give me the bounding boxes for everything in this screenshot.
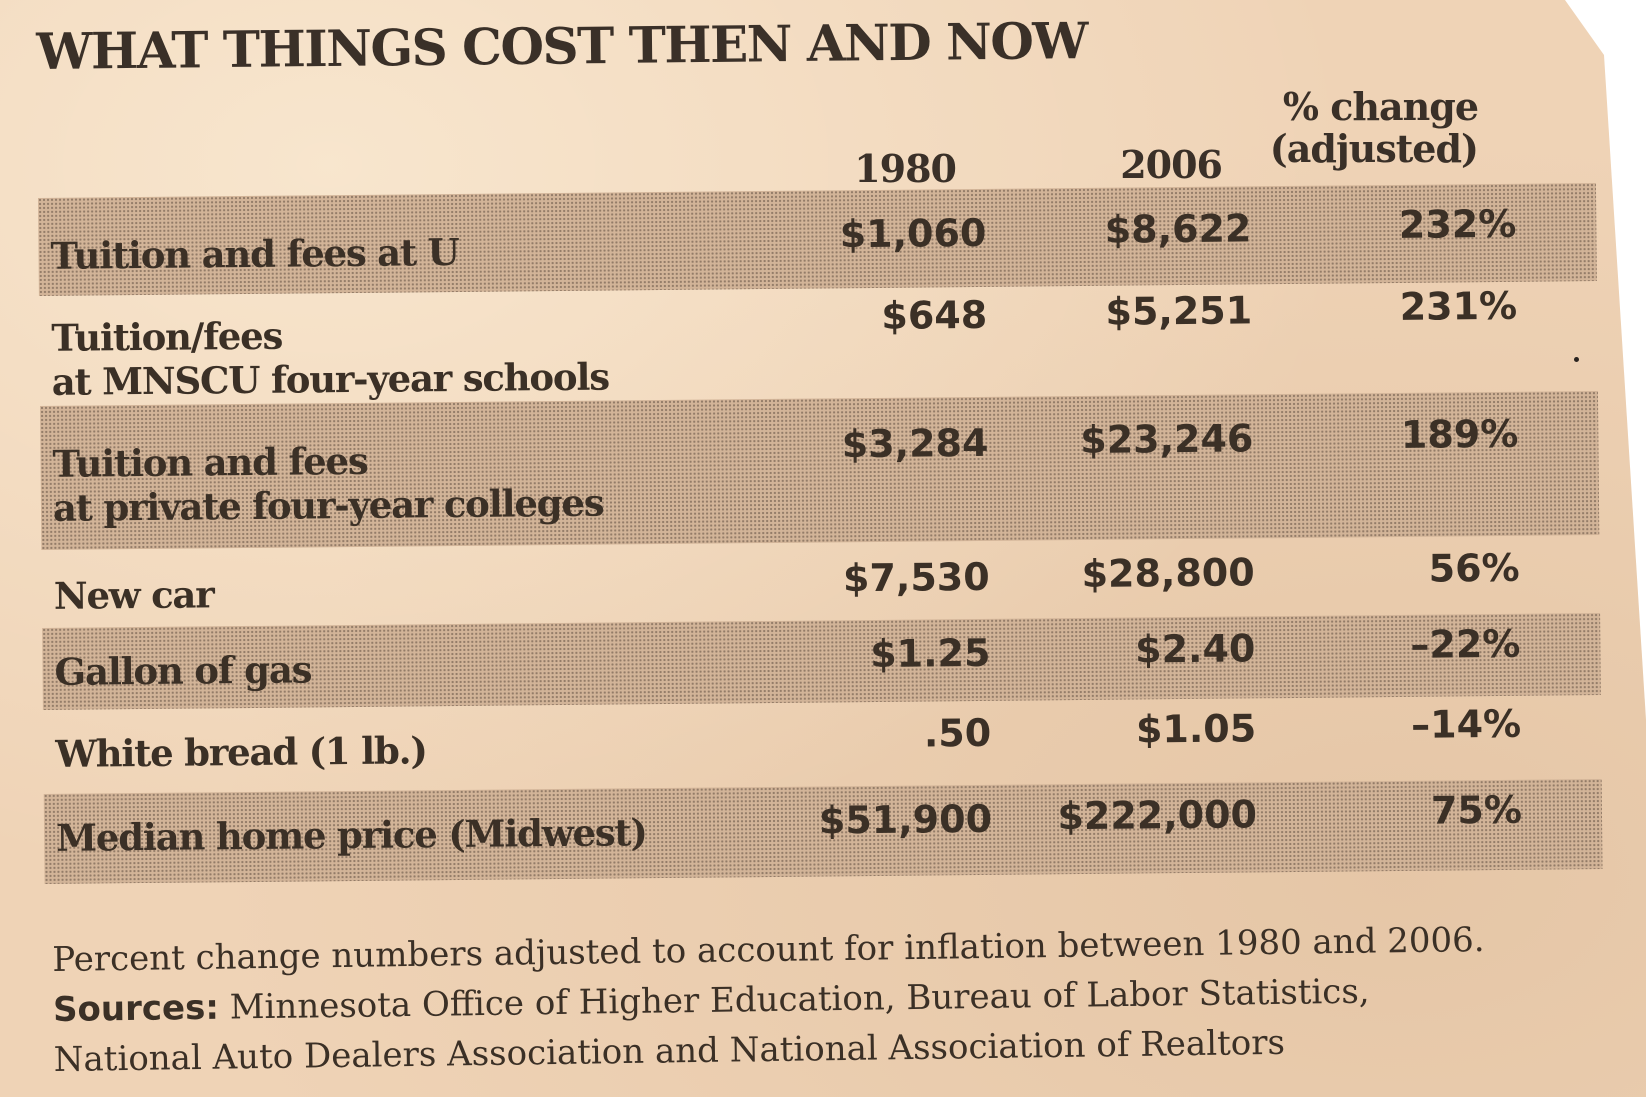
table-row-tuition-u: Tuition and fees at U $1,060 $8,622 232% [38,183,1597,296]
value-percent-change: 189% [1400,411,1519,457]
table-row-gallon-of-gas: Gallon of gas $1.25 $2.40 –22% [42,613,1601,710]
row-label: White bread (1 lb.) [55,728,427,776]
row-label: New car [53,572,214,618]
value-2006: $28,800 [1081,550,1255,596]
row-label: Tuition/fees at MNSCU four-year schools [51,311,609,404]
cost-table: Tuition and fees at U $1,060 $8,622 232%… [38,183,1603,884]
value-percent-change: 231% [1399,283,1518,329]
value-2006: $222,000 [1057,792,1258,839]
row-label: Tuition and fees at U [50,229,459,278]
value-2006: $1.05 [1135,706,1257,752]
footnote: Percent change numbers adjusted to accou… [52,915,1486,1085]
row-label-line1: Tuition and fees [52,438,368,486]
sources-label: Sources: [52,987,220,1030]
column-header-2006: 2006 [1120,142,1223,187]
row-label: Median home price (Midwest) [55,810,647,860]
value-2006: $2.40 [1134,626,1256,672]
row-label-line1: Tuition/fees [51,313,283,360]
value-2006: $8,622 [1104,206,1252,252]
column-header-percent-change: % change (adjusted) [1269,84,1479,171]
value-1980: $7,530 [842,554,990,601]
value-1980: $1,060 [839,210,987,257]
table-row-tuition-private: Tuition and fees at private four-year co… [39,391,1600,550]
value-2006: $23,246 [1080,416,1254,463]
row-label: Tuition and fees at private four-year co… [52,437,603,530]
row-label-line2: at private four-year colleges [52,480,604,530]
table-row-tuition-mnscu: Tuition/fees at MNSCU four-year schools … [39,281,1598,406]
value-1980: .50 [923,710,992,756]
table-row-median-home-price: Median home price (Midwest) $51,900 $222… [43,779,1603,884]
value-percent-change: 75% [1430,787,1523,833]
value-2006: $5,251 [1105,288,1253,334]
column-header-1980: 1980 [854,146,957,191]
ink-speck [1574,357,1579,362]
value-percent-change: 56% [1428,545,1520,591]
value-percent-change: –22% [1410,621,1521,667]
value-1980: $51,900 [818,796,993,843]
value-percent-change: 232% [1398,201,1517,247]
value-1980: $648 [881,292,988,338]
table-row-new-car: New car $7,530 $28,800 56% [41,535,1600,628]
table-row-white-bread: White bread (1 lb.) .50 $1.05 –14% [43,695,1602,794]
column-header-percent-line2: (adjusted) [1269,126,1479,171]
value-1980: $3,284 [841,420,989,467]
page-title: WHAT THINGS COST THEN AND NOW [36,10,1088,81]
value-1980: $1.25 [870,630,991,677]
value-percent-change: –14% [1410,701,1522,747]
row-label: Gallon of gas [54,647,312,694]
column-header-percent-line1: % change [1282,84,1479,129]
row-label-line2: at MNSCU four-year schools [51,354,610,404]
